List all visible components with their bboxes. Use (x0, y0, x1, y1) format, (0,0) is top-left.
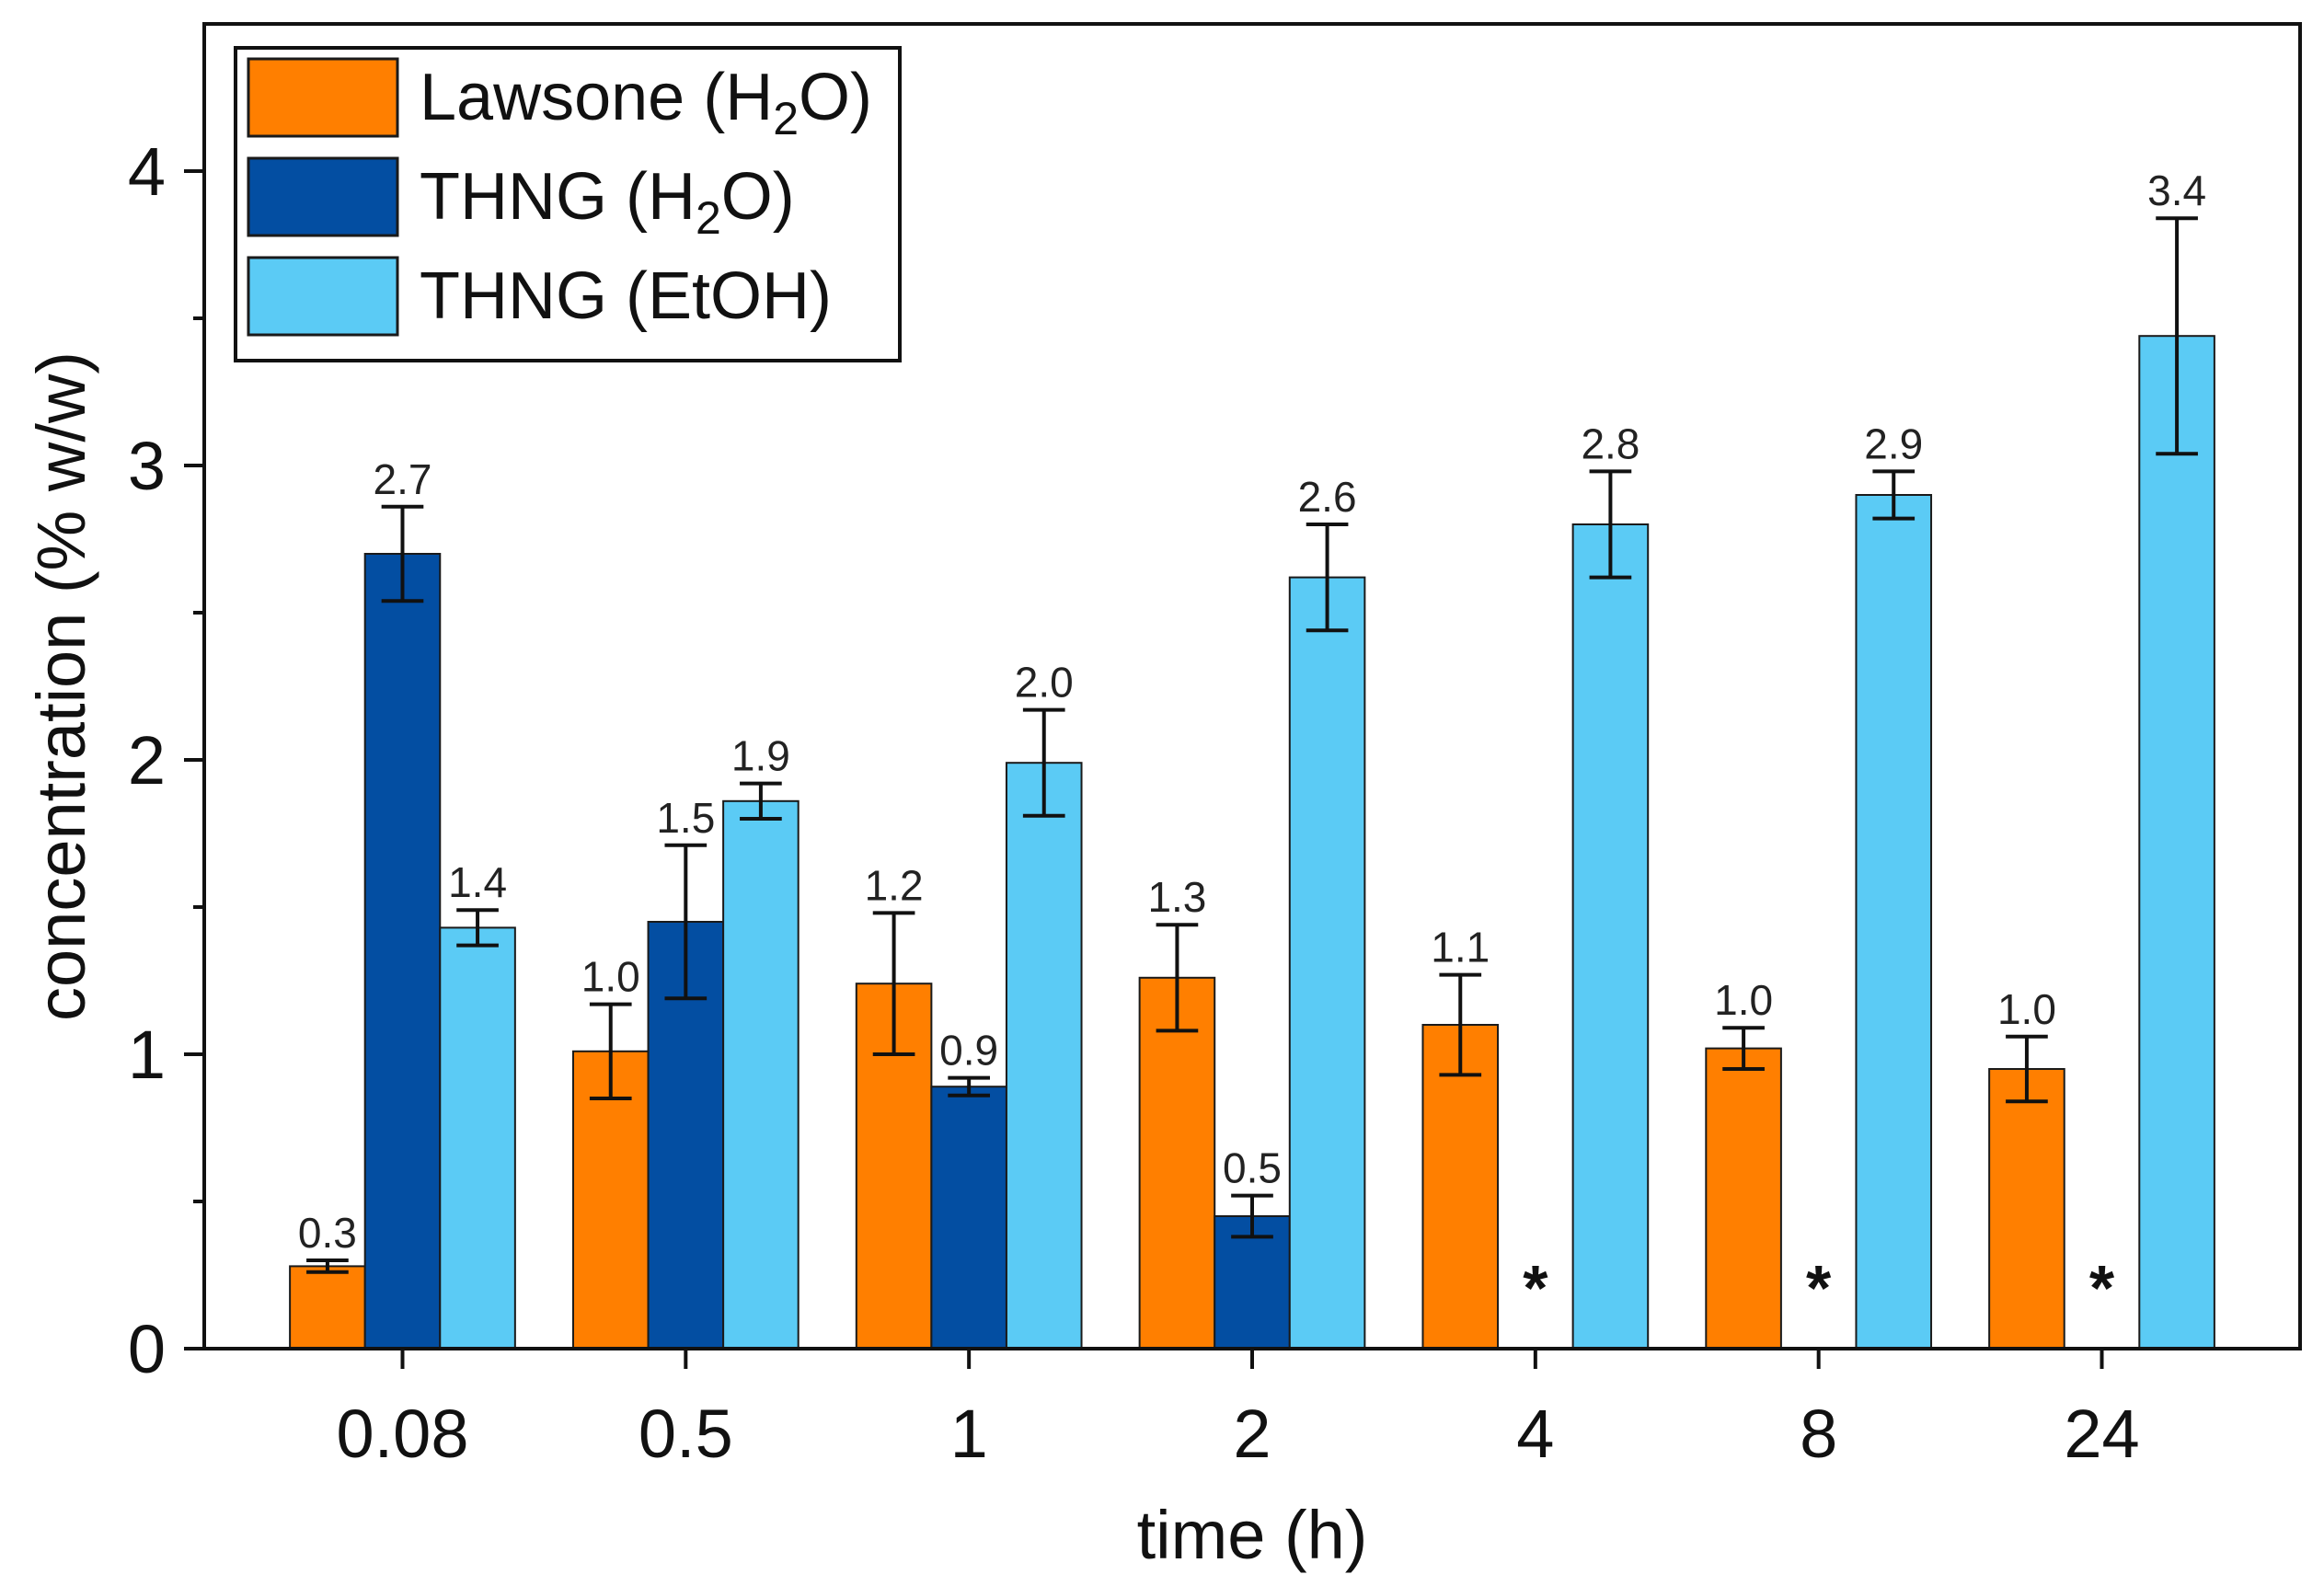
bar-series1-24 (1988, 1068, 2065, 1350)
data-label-series1-0.5: 1.0 (581, 953, 640, 1001)
bar-series2-1 (930, 1086, 1007, 1350)
legend-label-series2: THNG (H2O) (420, 160, 795, 244)
data-label-series3-0.5: 1.9 (731, 732, 790, 780)
data-label-series2-1: 0.9 (939, 1027, 998, 1075)
bar-series1-8 (1705, 1047, 1782, 1350)
x-tick-label-24: 24 (2064, 1396, 2139, 1472)
data-label-series3-1: 2.0 (1015, 659, 1074, 707)
bars-layer (289, 335, 2215, 1350)
bar-series1-0.5 (571, 1050, 650, 1350)
legend-swatch-series2 (247, 156, 399, 237)
bar-series3-0.08 (439, 926, 516, 1350)
data-label-series1-4: 1.1 (1431, 924, 1490, 971)
data-label-series1-8: 1.0 (1714, 976, 1773, 1024)
bar-series3-8 (1855, 494, 1933, 1350)
bar-series1-0.08 (289, 1265, 366, 1350)
data-label-series2-2: 0.5 (1223, 1144, 1282, 1192)
data-label-series3-0.08: 1.4 (448, 858, 507, 906)
bar-series3-24 (2138, 335, 2215, 1350)
data-label-series3-8: 2.9 (1864, 419, 1923, 467)
y-tick-label-3: 3 (128, 428, 166, 504)
data-label-series3-4: 2.8 (1581, 419, 1639, 467)
data-label-series3-2: 2.6 (1298, 473, 1357, 521)
legend-label-series3: THNG (EtOH) (420, 259, 832, 333)
data-labels-layer: 0.3 2.7 1.4 1.0 1.5 1.9 1.2 0.9 2.0 1.3 0.5 2.6 1.1 *… (298, 167, 2206, 1324)
x-tick-label-4: 4 (1516, 1396, 1554, 1472)
y-axis-title: concentration (% w/w) (23, 351, 99, 1021)
data-label-series2-0.08: 2.7 (374, 455, 432, 503)
missing-marker-series2-8: * (1806, 1252, 1832, 1324)
legend: Lawsone (H2O) THNG (H2O) THNG (EtOH) (234, 46, 902, 362)
x-tick-label-0.08: 0.08 (336, 1396, 468, 1472)
y-tick-label-2: 2 (128, 722, 166, 799)
bar-series1-2 (1138, 976, 1216, 1350)
legend-swatch-series1 (247, 57, 399, 138)
legend-swatch-series3 (247, 256, 399, 337)
bar-series2-0.08 (363, 553, 442, 1350)
legend-label-series1: Lawsone (H2O) (420, 61, 872, 144)
data-label-series2-0.5: 1.5 (656, 794, 715, 842)
data-label-series1-0.08: 0.3 (298, 1209, 357, 1257)
bar-series3-0.5 (722, 799, 800, 1350)
bar-series3-2 (1288, 576, 1366, 1350)
data-label-series3-24: 3.4 (2147, 167, 2206, 214)
error-bars-layer (306, 216, 2198, 1274)
bar-series3-4 (1571, 523, 1650, 1350)
data-label-series1-1: 1.2 (865, 861, 924, 909)
bar-series3-1 (1005, 762, 1083, 1350)
x-tick-label-8: 8 (1800, 1396, 1837, 1472)
data-label-series1-2: 1.3 (1147, 873, 1206, 921)
missing-marker-series2-4: * (1523, 1252, 1548, 1324)
data-label-series1-24: 1.0 (1997, 985, 2056, 1033)
x-tick-label-1: 1 (950, 1396, 988, 1472)
missing-marker-series2-24: * (2089, 1252, 2115, 1324)
x-tick-label-2: 2 (1233, 1396, 1271, 1472)
y-tick-label-4: 4 (128, 133, 166, 210)
x-axis-title: time (h) (1137, 1497, 1368, 1573)
y-tick-label-0: 0 (128, 1311, 166, 1387)
y-tick-label-1: 1 (128, 1017, 166, 1093)
x-tick-label-0.5: 0.5 (639, 1396, 733, 1472)
